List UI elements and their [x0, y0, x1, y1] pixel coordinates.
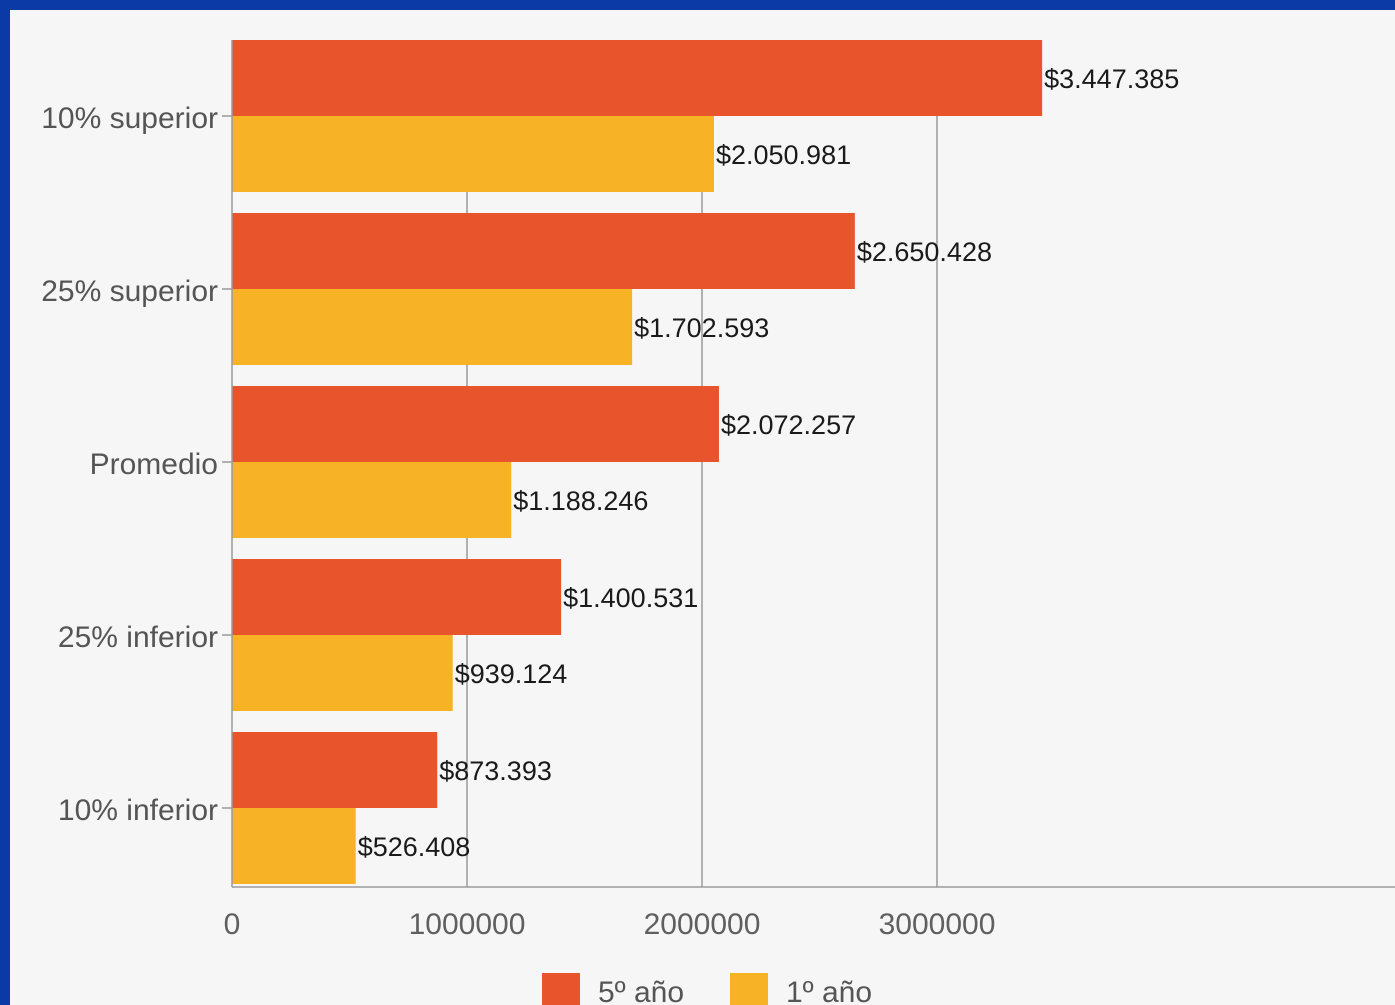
bar-series1-2	[232, 386, 719, 462]
value-label-series1-1: $2.650.428	[857, 237, 992, 267]
value-label-series2-4: $526.408	[358, 832, 471, 862]
legend-label-1: 5º año	[598, 976, 684, 1005]
bar-series2-0	[232, 116, 714, 192]
bar-series2-2	[232, 462, 512, 538]
x-tick-label-3: 3000000	[879, 908, 996, 941]
value-label-series2-0: $2.050.981	[716, 140, 851, 170]
bar-series2-3	[232, 635, 453, 711]
category-label-2: Promedio	[90, 448, 218, 481]
category-label-1: 25% superior	[41, 275, 218, 308]
category-label-3: 25% inferior	[58, 621, 218, 654]
bar-series2-4	[232, 808, 356, 884]
legend-swatch-1	[542, 973, 580, 1005]
value-label-series1-4: $873.393	[439, 756, 552, 786]
bar-series2-1	[232, 289, 633, 365]
bar-series1-1	[232, 213, 855, 289]
value-label-series2-3: $939.124	[455, 659, 568, 689]
value-label-series2-1: $1.702.593	[634, 313, 769, 343]
value-label-series1-2: $2.072.257	[721, 410, 856, 440]
x-tick-label-0: 0	[224, 908, 241, 941]
value-label-series1-0: $3.447.385	[1044, 64, 1179, 94]
bars-layer	[232, 40, 1043, 884]
value-label-series2-2: $1.188.246	[513, 486, 648, 516]
value-label-series1-3: $1.400.531	[563, 583, 698, 613]
category-label-0: 10% superior	[41, 102, 218, 135]
category-label-4: 10% inferior	[58, 794, 218, 827]
bar-series1-3	[232, 559, 562, 635]
x-tick-label-2: 2000000	[644, 908, 761, 941]
axis-layer: 10% superior 25% superior Promedio 25% infe…	[41, 40, 1395, 941]
legend-swatch-2	[730, 973, 768, 1005]
bar-chart: $3.447.385 $2.050.981 $2.650.428 $1.702.593…	[41, 40, 1395, 1005]
labels-layer: $3.447.385 $2.050.981 $2.650.428 $1.702.593…	[358, 64, 1180, 862]
bar-series1-4	[232, 732, 438, 808]
legend: 5º año 1º año	[542, 973, 872, 1005]
x-tick-label-1: 1000000	[409, 908, 526, 941]
chart-frame: $3.447.385 $2.050.981 $2.650.428 $1.702.593…	[10, 10, 1395, 1005]
legend-label-2: 1º año	[786, 976, 872, 1005]
bar-series1-0	[232, 40, 1043, 116]
